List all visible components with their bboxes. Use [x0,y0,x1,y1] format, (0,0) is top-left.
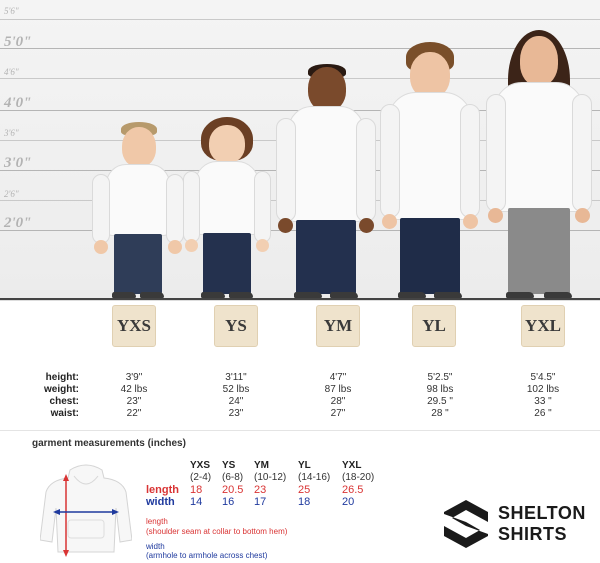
width-value: 16 [222,496,235,508]
stat-height: 3'11" [225,372,247,383]
garment-col-range: (18-20) [342,472,375,483]
height-label: 3'0" [4,155,32,171]
length-note: (shoulder seam at collar to bottom hem) [146,527,288,536]
divider [0,430,600,431]
height-line [0,19,600,20]
garment-col-size: YL [298,460,311,471]
length-value: 26.5 [342,484,364,496]
stat-label-chest: chest: [49,396,79,407]
model-yxl [486,30,592,298]
height-chart: 5'6" 5'0" 4'6" 4'0" 3'6" 3'0" 2'6" 2'0" [0,0,600,300]
stat-chest: 29.5 " [427,396,453,407]
shelton-shirts-logo: SHELTON SHIRTS [444,496,594,552]
stat-height: 5'2.5" [427,372,453,383]
stat-height: 5'4.5" [530,372,556,383]
stat-waist: 22" [126,408,142,419]
height-line [0,78,600,79]
divider [0,300,600,301]
logo-text: SHELTON [498,503,586,523]
size-badge-ym: YM [316,305,360,347]
garment-col-range: (2-4) [190,472,212,483]
size-badge-yl: YL [412,305,456,347]
width-note: (armhole to armhole across chest) [146,551,268,560]
width-value: 20 [342,496,355,508]
stat-height: 4'7" [329,372,347,383]
length-value: 20.5 [222,484,244,496]
stat-waist: 28 " [431,408,449,419]
stat-weight: 42 lbs [120,384,148,395]
stat-chest: 24" [228,396,244,407]
stat-weight: 98 lbs [426,384,454,395]
height-label: 2'6" [4,189,19,199]
stat-chest: 33 " [534,396,552,407]
stat-weight: 102 lbs [526,384,560,395]
height-label: 4'6" [4,67,19,77]
stat-waist: 27" [330,408,346,419]
stat-label-weight: weight: [44,384,79,395]
garment-title: garment measurements (inches) [32,438,186,449]
height-label: 4'0" [4,95,32,111]
stat-waist: 23" [228,408,244,419]
length-value: 25 [298,484,311,496]
width-value: 17 [254,496,267,508]
length-note-title: length [146,517,168,526]
stat-waist: 26 " [534,408,552,419]
model-yl [380,42,480,298]
length-row-label: length [146,484,179,496]
garment-col-size: YXL [342,460,362,471]
stat-label-height: height: [45,372,79,383]
garment-col-size: YS [222,460,236,471]
model-ym [276,64,376,298]
model-ys [183,117,271,298]
size-badge-yxs: YXS [112,305,156,347]
height-line [0,48,600,49]
garment-col-range: (6-8) [222,472,244,483]
width-note-title: width [146,542,165,551]
width-row-label: width [146,496,175,508]
stat-label-waist: waist: [50,408,79,419]
height-label: 5'0" [4,34,32,50]
hoodie-diagram [40,464,132,557]
width-value: 18 [298,496,311,508]
garment-col-size: YM [254,460,269,471]
stat-height: 3'9" [125,372,143,383]
stat-chest: 28" [330,396,346,407]
garment-col-range: (14-16) [298,472,331,483]
logo-text: SHIRTS [498,524,568,544]
logo-icon [444,500,488,548]
height-label: 5'6" [4,6,19,16]
garment-col-size: YXS [190,460,211,471]
height-label: 2'0" [4,215,32,231]
garment-col-range: (10-12) [254,472,287,483]
width-value: 14 [190,496,203,508]
length-value: 23 [254,484,267,496]
model-yxs [92,122,184,298]
size-badge-yxl: YXL [521,305,565,347]
stat-chest: 23" [126,396,142,407]
length-value: 18 [190,484,203,496]
size-badge-ys: YS [214,305,258,347]
stat-weight: 87 lbs [324,384,352,395]
stat-weight: 52 lbs [222,384,250,395]
floor-line [0,298,600,300]
height-label: 3'6" [4,128,19,138]
